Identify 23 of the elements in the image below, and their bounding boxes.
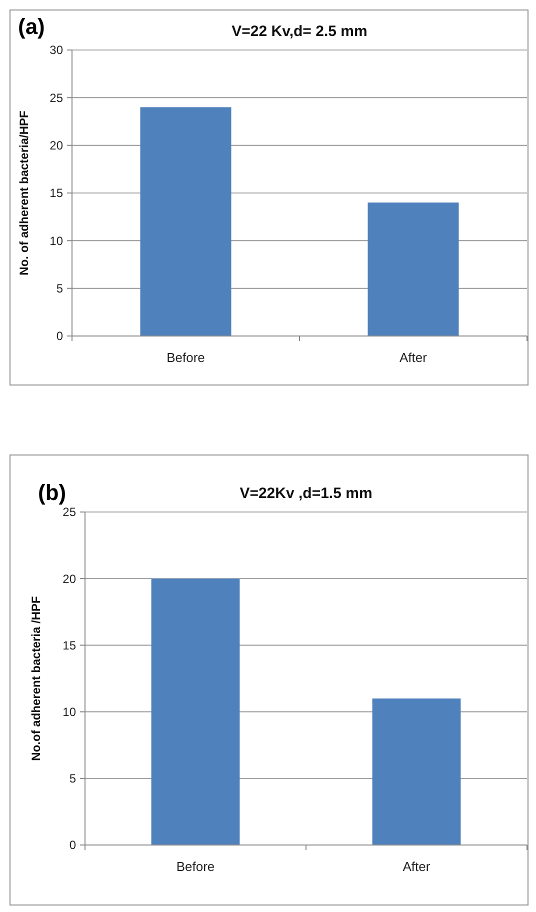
y-axis-title: No. of adherent bacteria/HPF bbox=[17, 110, 31, 276]
text: (a) bbox=[18, 14, 45, 39]
text: (b) bbox=[38, 480, 66, 505]
y-tick-label: 10 bbox=[50, 234, 64, 248]
y-tick-label: 5 bbox=[69, 772, 76, 786]
y-tick-label: 0 bbox=[56, 329, 64, 344]
x-tick-label: Before bbox=[176, 859, 215, 874]
y-tick-label: 20 bbox=[62, 572, 76, 586]
y-tick-label: 10 bbox=[62, 705, 76, 719]
y-tick-label: 15 bbox=[62, 638, 76, 652]
x-tick-label: Before bbox=[166, 350, 205, 365]
y-tick-label: 20 bbox=[50, 138, 64, 153]
y-axis-title: No.of adherent bacteria /HPF bbox=[29, 596, 43, 761]
y-tick-label: 5 bbox=[56, 282, 64, 296]
y-tick-label: 30 bbox=[50, 43, 64, 58]
x-tick-label: After bbox=[402, 859, 431, 874]
chart-title: V=22Kv ,d=1.5 mm bbox=[240, 485, 372, 502]
x-tick-label: After bbox=[400, 350, 428, 365]
y-tick-label: 25 bbox=[62, 505, 76, 520]
y-tick-label: 25 bbox=[50, 90, 64, 105]
chart-title: V=22 Kv,d= 2.5 mm bbox=[232, 23, 368, 40]
y-tick-label: 0 bbox=[69, 838, 76, 852]
y-tick-label: 15 bbox=[50, 186, 64, 200]
